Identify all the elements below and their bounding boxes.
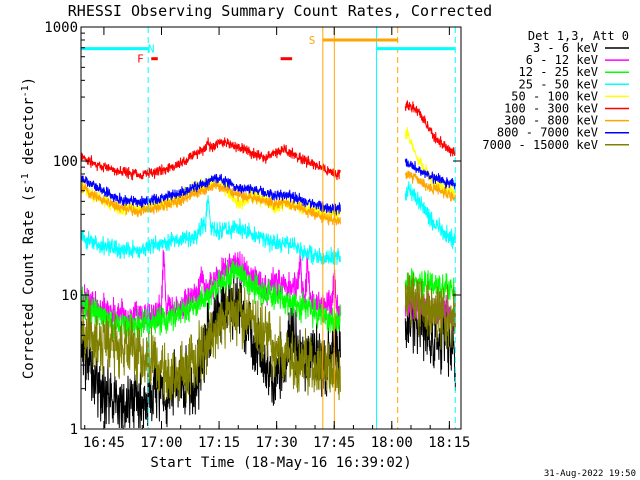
- legend-label-0: 3 - 6 keV: [533, 41, 598, 55]
- series-3-segment-1: [404, 181, 456, 250]
- series-5-segment-0: [80, 137, 341, 181]
- series-8: [80, 272, 456, 404]
- annotation-label-3: F: [137, 53, 144, 66]
- x-tick-label-2: 17:15: [198, 435, 240, 451]
- chart-title: RHESSI Observing Summary Count Rates, Co…: [68, 2, 492, 20]
- series-5-segment-1: [404, 100, 456, 157]
- legend-label-1: 6 - 12 keV: [526, 53, 598, 67]
- legend-label-6: 300 - 800 keV: [504, 114, 598, 128]
- x-axis-title: Start Time (18-May-16 16:39:02): [150, 455, 411, 471]
- axis-layer: 16:45 17:00 17:15 17:30 17:45 18:00 18:15 1 10 10…: [44, 20, 470, 451]
- legend-label-2: 12 - 25 keV: [519, 65, 598, 79]
- series-3: [80, 181, 456, 266]
- y-tick-label-2: 100: [53, 154, 78, 170]
- legend-label-3: 25 - 50 keV: [519, 77, 598, 91]
- series-6-segment-0: [80, 181, 341, 226]
- x-tick-label-1: 17:00: [140, 435, 182, 451]
- series-7: [80, 158, 456, 216]
- y-tick-label-3: 1000: [44, 20, 78, 36]
- y-axis-title: Corrected Count Rate (s-1 detector-1): [20, 77, 37, 379]
- legend-label-5: 100 - 300 keV: [504, 102, 598, 116]
- series-8-segment-1: [404, 272, 456, 350]
- series-2-segment-0: [80, 260, 341, 340]
- x-tick-label-6: 18:15: [428, 435, 470, 451]
- series-8-segment-0: [80, 283, 341, 404]
- x-tick-label-0: 16:45: [83, 435, 125, 451]
- legend-label-8: 7000 - 15000 keV: [482, 138, 598, 152]
- y-tick-label-1: 10: [61, 288, 78, 304]
- series-layer: [80, 100, 456, 429]
- plot-frame: [80, 26, 462, 430]
- legend-label-7: 800 - 7000 keV: [497, 126, 598, 140]
- series-7-segment-1: [404, 158, 456, 190]
- series-6-segment-1: [404, 170, 456, 202]
- series-7-segment-0: [80, 173, 341, 216]
- annotation-label-2: S: [309, 34, 316, 47]
- footer-date: 31-Aug-2022 19:50: [544, 469, 636, 479]
- legend-header: Det 1,3, Att 0: [528, 29, 629, 43]
- x-tick-label-5: 18:00: [371, 435, 413, 451]
- series-6: [80, 170, 456, 226]
- series-5: [80, 100, 456, 181]
- annotation-label-0: N: [148, 43, 155, 56]
- x-tick-label-3: 17:30: [256, 435, 298, 451]
- series-1-segment-0: [80, 249, 341, 333]
- y-tick-label-0: 1: [70, 422, 78, 438]
- legend-label-4: 50 - 100 keV: [511, 89, 598, 103]
- x-tick-label-4: 17:45: [313, 435, 355, 451]
- series-3-segment-0: [80, 195, 341, 266]
